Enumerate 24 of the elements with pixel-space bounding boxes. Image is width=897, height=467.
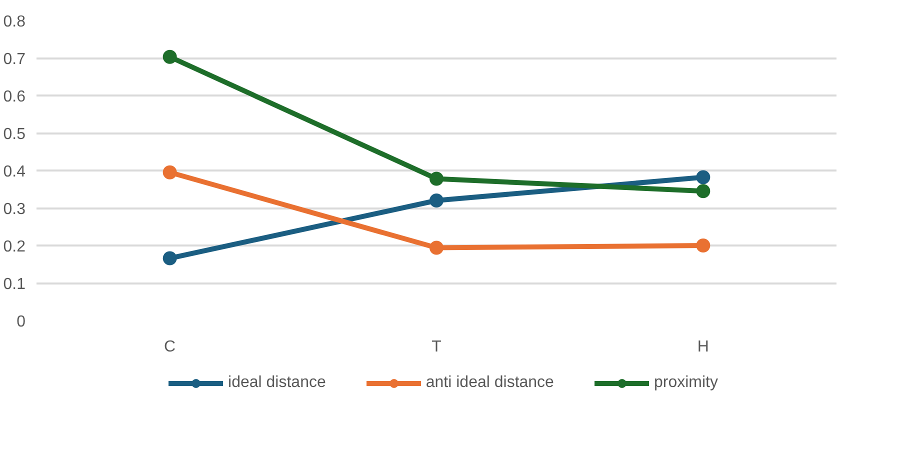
point [430,194,444,208]
y-tick-label: 0.3 [3,201,26,218]
point [696,170,710,184]
legend-label: anti ideal distance [426,374,554,392]
y-tick-label: 0.4 [3,164,26,180]
legend-label: ideal distance [228,374,326,392]
x-tick-label: C [164,338,176,356]
point [696,184,710,198]
y-tick-label: 0.5 [3,126,26,143]
y-tick-label: 0.8 [3,14,26,30]
y-tick-label: 0.7 [3,51,26,68]
point [162,251,177,266]
y-tick-label: 0.6 [3,88,26,106]
y-tick-label: 0.2 [3,238,26,256]
point [430,240,444,255]
x-tick-label: H [697,338,709,356]
x-tick-label: T [432,338,442,356]
point [430,172,444,186]
point [162,50,177,64]
point [696,238,710,252]
point [162,165,177,180]
y-tick-label: 0.1 [3,276,26,293]
legend-label: proximity [654,374,718,392]
y-tick-label: 0 [16,314,26,330]
